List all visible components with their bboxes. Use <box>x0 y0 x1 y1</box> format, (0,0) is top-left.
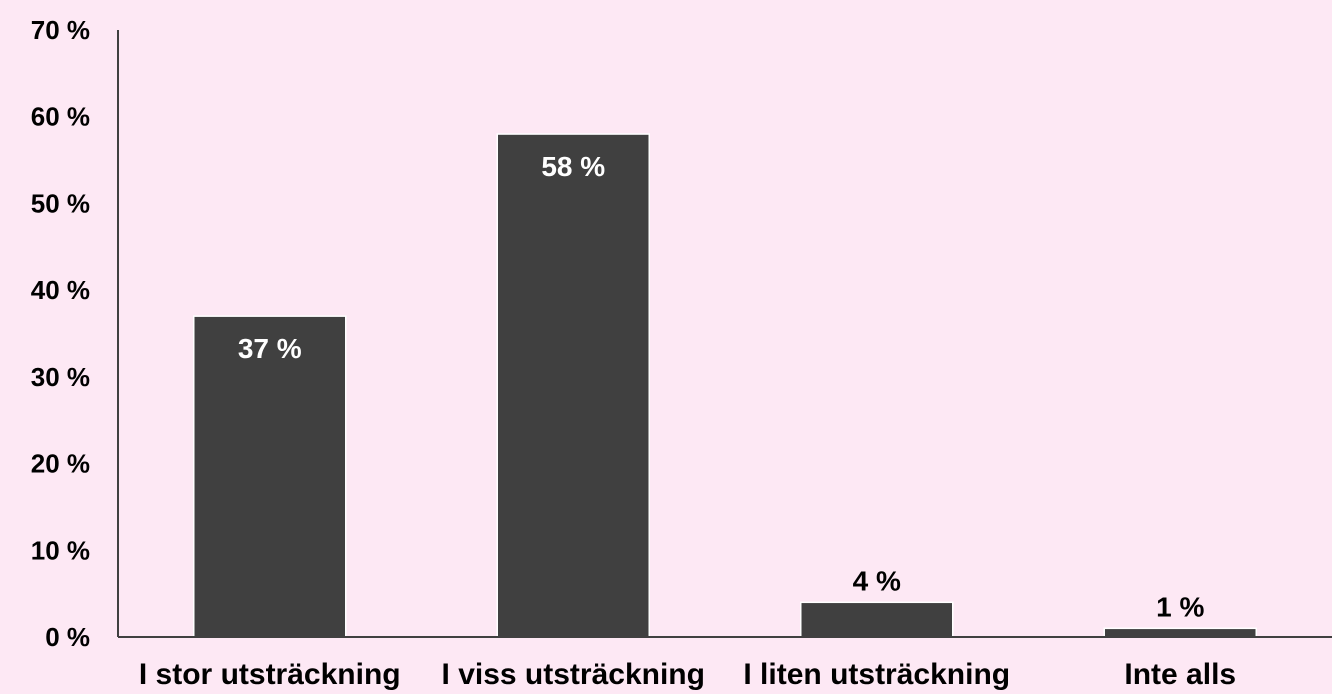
x-category-label: I liten utsträckning <box>743 658 1010 691</box>
bar <box>496 133 650 638</box>
y-tick-label: 10 % <box>31 535 90 565</box>
y-tick-label: 70 % <box>31 15 90 45</box>
data-labels: 37 % 58 % 4 % 1 % <box>238 151 1205 622</box>
y-tick-label: 50 % <box>31 188 90 218</box>
data-label: 37 % <box>238 333 302 364</box>
y-axis-ticks: 0 % 10 % 20 % 30 % 40 % 50 % 60 % 70 % <box>31 15 90 652</box>
x-category-label: Inte alls <box>1124 658 1236 691</box>
y-tick-label: 20 % <box>31 449 90 479</box>
data-label: 1 % <box>1156 591 1204 622</box>
bar <box>1103 627 1257 638</box>
y-tick-label: 60 % <box>31 102 90 132</box>
x-category-label: I stor utsträckning <box>139 658 401 691</box>
bar <box>193 315 347 638</box>
y-tick-label: 30 % <box>31 362 90 392</box>
bars <box>193 133 1257 638</box>
bar <box>800 601 954 638</box>
data-label: 58 % <box>541 151 605 182</box>
y-tick-label: 0 % <box>45 622 90 652</box>
y-tick-label: 40 % <box>31 275 90 305</box>
x-axis-labels: I stor utsträckning I viss utsträckning I … <box>139 658 1236 691</box>
data-label: 4 % <box>853 565 901 596</box>
x-category-label: I viss utsträckning <box>442 658 705 691</box>
